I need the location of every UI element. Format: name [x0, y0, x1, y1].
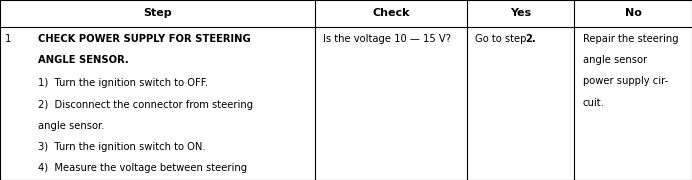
Text: 2)  Disconnect the connector from steering: 2) Disconnect the connector from steerin…	[38, 100, 253, 110]
Text: Yes: Yes	[510, 8, 531, 18]
Text: angle sensor: angle sensor	[583, 55, 647, 65]
Text: angle sensor.: angle sensor.	[38, 121, 104, 131]
Text: 2.: 2.	[525, 34, 536, 44]
Text: No: No	[625, 8, 641, 18]
Text: Is the voltage 10 — 15 V?: Is the voltage 10 — 15 V?	[323, 34, 451, 44]
Text: power supply cir-: power supply cir-	[583, 76, 668, 86]
Text: Repair the steering: Repair the steering	[583, 34, 678, 44]
Text: Go to step: Go to step	[475, 34, 530, 44]
Text: CHECK POWER SUPPLY FOR STEERING: CHECK POWER SUPPLY FOR STEERING	[38, 34, 251, 44]
Text: ANGLE SENSOR.: ANGLE SENSOR.	[38, 55, 129, 65]
Text: 4)  Measure the voltage between steering: 4) Measure the voltage between steering	[38, 163, 247, 173]
Text: 3)  Turn the ignition switch to ON.: 3) Turn the ignition switch to ON.	[38, 142, 206, 152]
Text: Step: Step	[143, 8, 172, 18]
Text: 1: 1	[5, 34, 11, 44]
Text: 1)  Turn the ignition switch to OFF.: 1) Turn the ignition switch to OFF.	[38, 78, 208, 88]
Text: cuit.: cuit.	[583, 98, 605, 108]
Text: Check: Check	[372, 8, 410, 18]
